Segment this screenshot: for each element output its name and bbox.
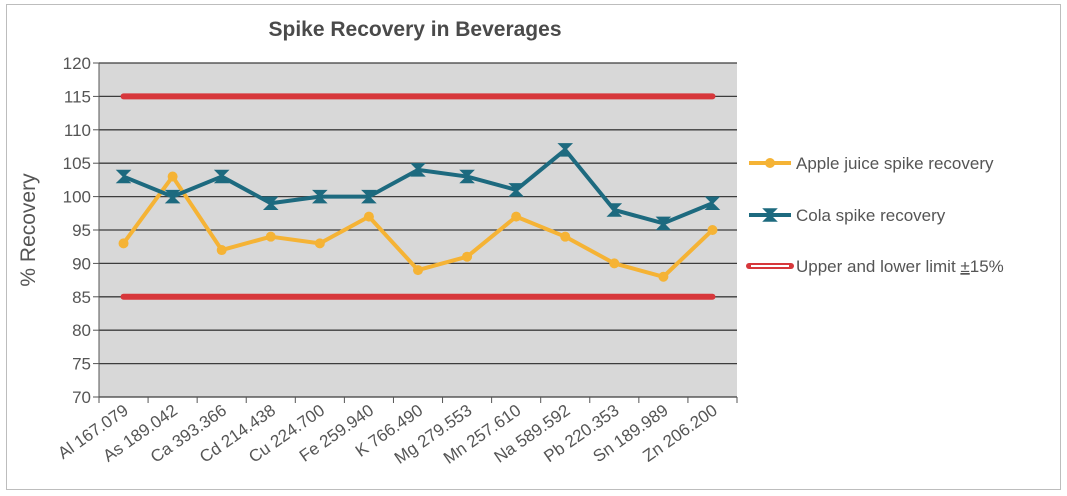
apple-juice-point-0 bbox=[118, 238, 129, 249]
y-tick-label-80: 80 bbox=[72, 321, 91, 340]
y-tick-label-85: 85 bbox=[72, 288, 91, 307]
legend-item-apple: Apple juice spike recovery bbox=[749, 154, 994, 173]
legend-limit-label: Upper and lower limit ±15% bbox=[796, 257, 1004, 276]
chart-frame: Spike Recovery in Beverages 70 75 80 85 90 95… bbox=[6, 4, 1061, 490]
y-tick-label-95: 95 bbox=[72, 221, 91, 240]
cola-point-8 bbox=[508, 183, 524, 197]
series-group bbox=[115, 93, 721, 300]
cola-point-6 bbox=[410, 163, 426, 177]
legend-apple-label: Apple juice spike recovery bbox=[796, 154, 994, 173]
legend-item-cola: Cola spike recovery bbox=[749, 206, 946, 225]
apple-juice-point-6 bbox=[413, 265, 423, 276]
cola-point-4 bbox=[312, 189, 328, 204]
chart-title: Spike Recovery in Beverages bbox=[269, 18, 562, 41]
legend-limit-suffix: 15% bbox=[970, 257, 1004, 276]
apple-juice-point-9 bbox=[560, 231, 571, 242]
cola-point-2 bbox=[213, 169, 230, 184]
apple-juice-point-8 bbox=[511, 211, 522, 222]
y-tick-label-90: 90 bbox=[72, 254, 91, 273]
legend-apple-marker bbox=[765, 158, 775, 168]
line-chart: Spike Recovery in Beverages 70 75 80 85 90 95… bbox=[17, 18, 1004, 468]
y-tick-label-100: 100 bbox=[63, 188, 91, 207]
apple-juice-point-4 bbox=[314, 238, 325, 249]
cola-point-0 bbox=[115, 169, 132, 184]
legend-cola-marker bbox=[762, 208, 778, 222]
y-axis-ticks: 70 75 80 85 90 95 100 105 110 115 120 bbox=[63, 54, 99, 407]
y-tick-label-70: 70 bbox=[72, 388, 91, 407]
y-tick-label-110: 110 bbox=[64, 121, 91, 140]
apple-juice-point-7 bbox=[462, 251, 473, 262]
cola-point-1 bbox=[164, 189, 181, 204]
legend: Apple juice spike recovery Cola spike re… bbox=[746, 154, 1004, 276]
cola-point-12 bbox=[704, 196, 721, 211]
apple-juice-point-3 bbox=[265, 231, 276, 242]
cola-point-5 bbox=[361, 189, 377, 204]
apple-juice-point-5 bbox=[363, 211, 374, 222]
cola-point-7 bbox=[459, 169, 475, 184]
cola-point-3 bbox=[262, 196, 279, 211]
legend-item-limit: Upper and lower limit ±15% bbox=[746, 257, 1004, 276]
apple-juice-point-1 bbox=[167, 171, 178, 182]
cola-point-11 bbox=[655, 216, 672, 231]
cola-point-10 bbox=[606, 203, 623, 217]
legend-limit-prefix: Upper and lower limit bbox=[796, 257, 960, 276]
y-tick-label-115: 115 bbox=[64, 87, 91, 106]
legend-cola-label: Cola spike recovery bbox=[796, 206, 946, 225]
y-tick-label-105: 105 bbox=[63, 154, 91, 173]
cola-point-9 bbox=[557, 143, 574, 157]
apple-juice-point-12 bbox=[707, 225, 718, 235]
apple-juice-point-2 bbox=[216, 245, 227, 256]
y-tick-label-120: 120 bbox=[63, 54, 91, 73]
apple-juice-point-11 bbox=[658, 271, 669, 282]
apple-juice-point-10 bbox=[609, 258, 620, 269]
y-tick-label-75: 75 bbox=[72, 355, 91, 374]
y-axis-label: % Recovery bbox=[17, 173, 40, 287]
legend-limit-pm: ± bbox=[960, 257, 969, 276]
